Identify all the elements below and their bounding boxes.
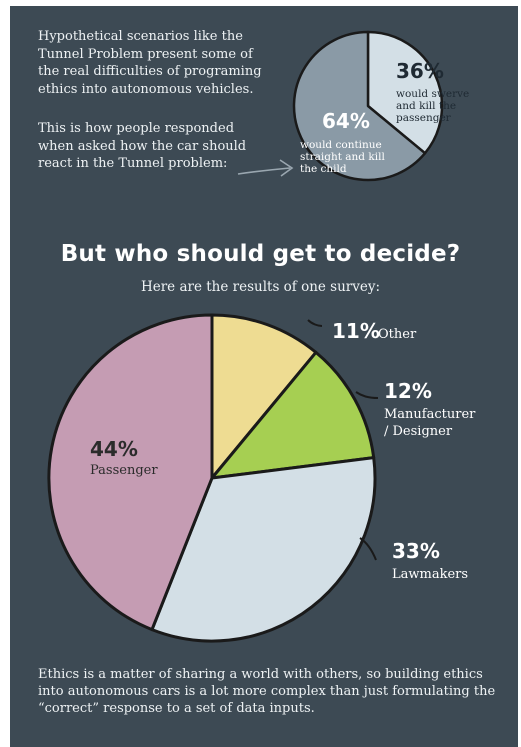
page-headline: But who should get to decide?: [60, 241, 461, 267]
page-subheadline: Here are the results of one survey:: [140, 279, 381, 295]
survey-pie-label-other: Other: [378, 327, 417, 342]
tunnel-pie-pct-label-would-continue-straight-and-kill-the-child: 64%: [322, 109, 370, 133]
arrow-icon: [237, 159, 294, 177]
survey-pie-pct-label-lawmakers: 33%: [392, 539, 440, 563]
intro-paragraph-2: This is how people responded when asked …: [38, 121, 247, 171]
survey-pie-label-manufacturer-designer: Manufacturer / Designer: [384, 407, 476, 439]
leader-line-manufacturer: [355, 391, 379, 399]
tunnel-pie-label-would-swerve-and-kill-the-passenger: would swerve and kill the passenger: [396, 88, 469, 124]
survey-pie-pct-label-other: 11%: [332, 319, 380, 343]
survey-pie-pct-label-manufacturer-designer: 12%: [384, 379, 432, 403]
survey-pie-slice-other: [210, 313, 318, 480]
tunnel-pie-label-would-continue-straight-and-kill-the-child: would continue straight and kill the child: [300, 139, 385, 175]
survey-pie-label-lawmakers: Lawmakers: [392, 567, 468, 582]
survey-pie-slice-lawmakers: [150, 456, 377, 643]
tunnel-pie-slice-would-swerve-and-kill-the-passenger: [366, 30, 444, 155]
survey-pie-slice-passenger: [47, 313, 214, 632]
footer-paragraph: Ethics is a matter of sharing a world wi…: [38, 667, 496, 716]
leader-line-other: [307, 319, 323, 327]
intro-paragraph-1: Hypothetical scenarios like the Tunnel P…: [38, 29, 262, 97]
survey-pie-chart: 11%Other 12% Manufacturer / Designer 33% Lawm…: [47, 313, 476, 643]
tunnel-pie-pct-label-would-swerve-and-kill-the-passenger: 36%: [396, 59, 444, 83]
leader-line-lawmakers: [359, 537, 377, 561]
tunnel-problem-pie-chart: 36% would swerve and kill the passenger 64% w…: [292, 30, 469, 182]
survey-pie-label-passenger: Passenger: [90, 463, 158, 478]
tunnel-pie-slice-would-continue-straight-and-kill-the-child: [292, 30, 427, 182]
survey-pie-slice-manufacturer-designer: [210, 350, 376, 480]
survey-pie-pct-label-passenger: 44%: [90, 437, 138, 461]
